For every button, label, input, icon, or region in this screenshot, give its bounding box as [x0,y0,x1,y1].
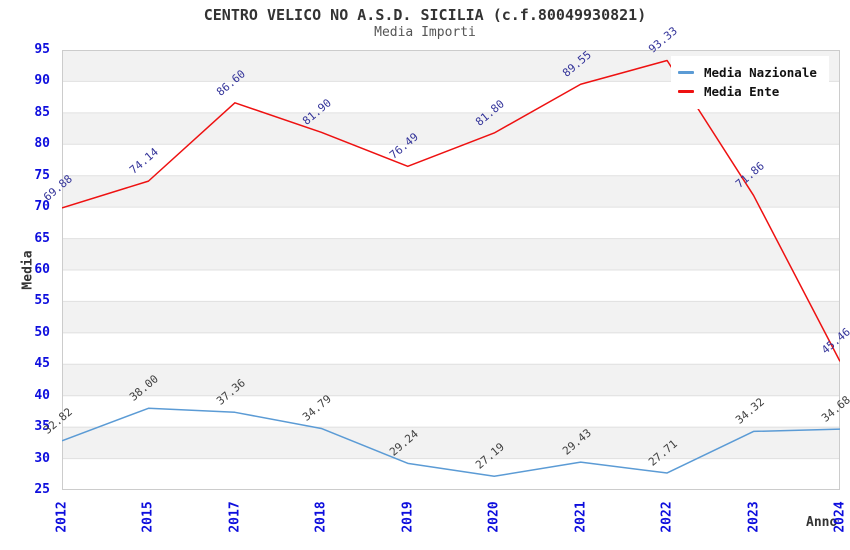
grid-band [62,364,840,396]
x-tick-label: 2022 [659,501,675,533]
legend-label-media-nazionale: Media Nazionale [704,65,817,80]
plot-area [61,49,841,491]
plot-border [62,50,840,490]
media-ente-line-swatch-icon [678,90,694,93]
legend-label-media-ente: Media Ente [704,84,780,99]
legend-item-media-nazionale: Media Nazionale [678,65,817,80]
y-tick-label: 70 [34,199,50,215]
grid-band [62,427,840,459]
series-line-media-nazionale [61,407,841,477]
y-tick-label: 95 [34,42,50,57]
y-tick-label: 50 [34,324,50,340]
y-tick-label: 35 [34,419,50,435]
y-tick-label: 25 [34,482,50,497]
y-tick-label: 55 [34,293,50,309]
y-tick-label: 30 [34,450,50,466]
grid-band [62,112,840,145]
line-chart-canvas [61,49,841,491]
grid-band [62,175,840,208]
x-tick-label: 2012 [54,501,70,533]
y-tick-label: 85 [34,104,50,120]
x-axis-title: Anno [806,515,838,530]
x-tick-label: 2023 [746,501,762,533]
media-nazionale-line-swatch-icon [678,71,694,74]
y-tick-label: 45 [34,356,50,372]
x-tick-label: 2021 [573,501,589,533]
chart-subtitle: Media Importi [374,25,476,40]
y-tick-label: 60 [34,262,50,277]
y-tick-label: 75 [34,167,50,183]
x-tick-label: 2020 [486,501,502,533]
x-tick-label: 2018 [313,501,329,533]
y-tick-label: 80 [34,136,50,152]
grid-band [62,238,840,270]
x-tick-label: 2024 [832,501,848,533]
grid-band [62,301,840,333]
y-tick-label: 65 [34,230,50,246]
x-tick-label: 2015 [140,501,156,533]
y-tick-label: 90 [34,73,50,89]
series-line-media-ente [61,59,841,362]
legend: Media Nazionale Media Ente [671,56,829,109]
y-tick-label: 40 [34,387,50,403]
x-tick-label: 2017 [227,501,243,533]
x-tick-label: 2019 [400,501,416,533]
chart-title: CENTRO VELICO NO A.S.D. SICILIA (c.f.800… [203,6,647,24]
legend-item-media-ente: Media Ente [678,84,817,99]
